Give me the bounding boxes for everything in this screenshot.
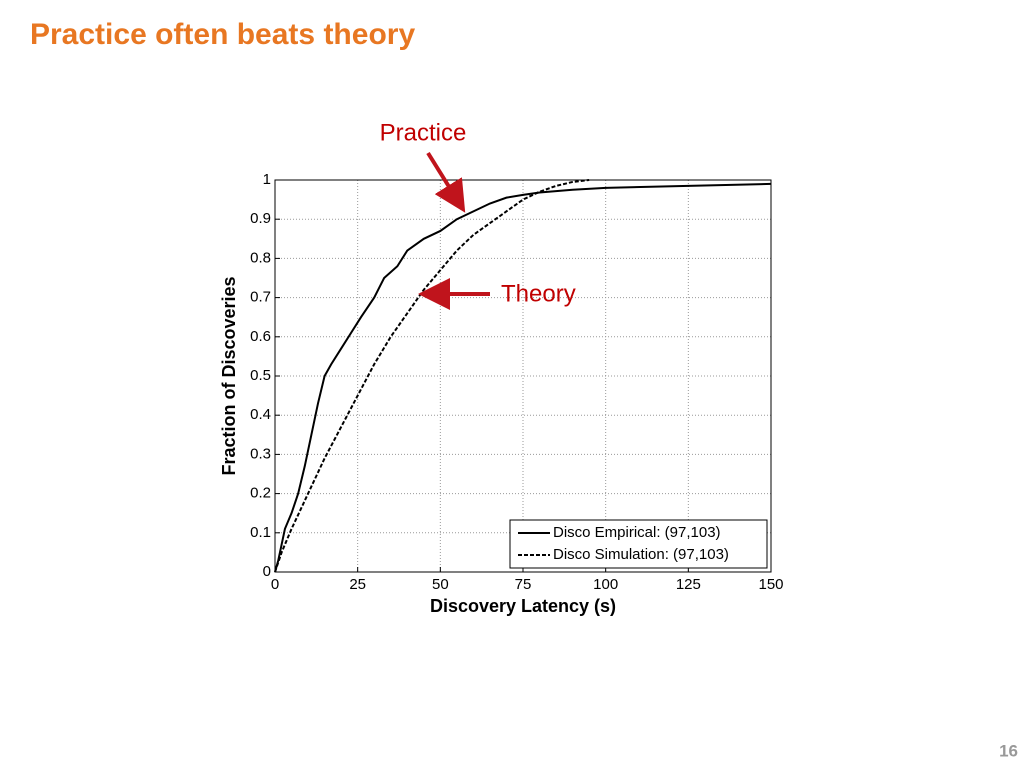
y-tick-label: 0.2 <box>250 485 271 502</box>
y-tick-label: 0.7 <box>250 289 271 306</box>
x-tick-label: 50 <box>432 576 449 593</box>
x-tick-label: 100 <box>593 576 618 593</box>
x-axis-label: Discovery Latency (s) <box>430 596 616 616</box>
slide-title: Practice often beats theory <box>30 18 415 51</box>
plot-frame <box>274 179 772 573</box>
arrow <box>426 151 466 213</box>
annotation: Theory <box>501 280 576 307</box>
legend-label: Disco Simulation: (97,103) <box>553 546 729 563</box>
y-tick-label: 0.9 <box>250 210 271 227</box>
legend: Disco Empirical: (97,103) Disco Simulatio… <box>509 519 768 569</box>
x-tick-label: 0 <box>271 576 279 593</box>
x-tick-label: 150 <box>758 576 783 593</box>
data-line <box>274 182 772 573</box>
chart: 0 0.1 0.2 0.3 0.4 0.5 0.6 0.7 0.8 0.9 1 0 25 50 75 100 1… <box>219 171 784 616</box>
y-tick-label: 0.1 <box>250 524 271 541</box>
legend-label: Disco Empirical: (97,103) <box>553 524 721 541</box>
y-tick-label: 0.3 <box>250 445 271 462</box>
x-tick-label: 125 <box>676 576 701 593</box>
legend-box <box>509 519 768 569</box>
y-tick-label: 1 <box>263 171 271 188</box>
x-tick-label: 75 <box>515 576 532 593</box>
y-tick-label: 0.4 <box>250 406 271 423</box>
annotation: Practice <box>380 119 467 146</box>
x-tick-label: 25 <box>349 576 366 593</box>
page-number: 16 <box>999 741 1018 760</box>
y-tick-label: 0.8 <box>250 249 271 266</box>
y-tick-label: 0.6 <box>250 328 271 345</box>
y-axis-label: Fraction of Discoveries <box>219 276 239 475</box>
y-tick-label: 0.5 <box>250 367 271 384</box>
y-tick-label: 0 <box>263 563 271 580</box>
